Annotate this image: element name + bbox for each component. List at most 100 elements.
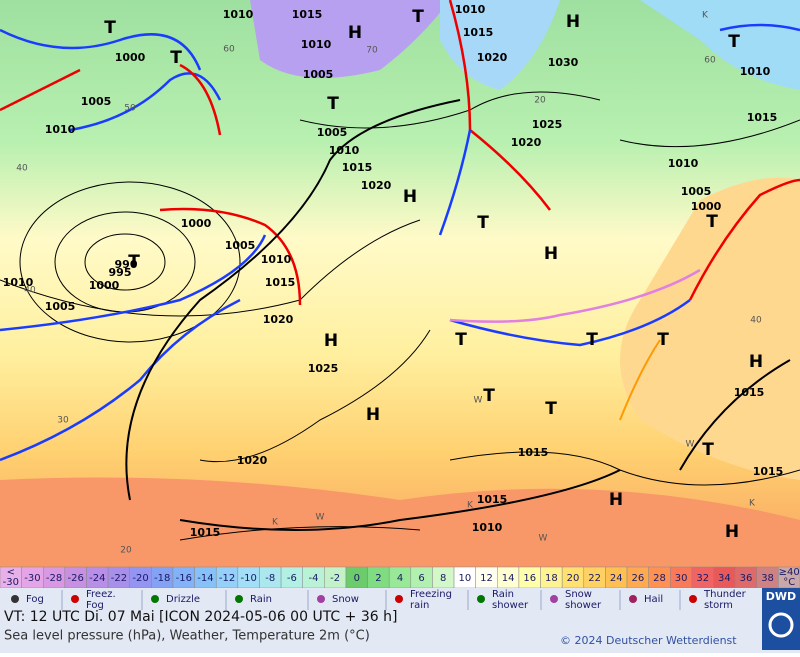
map: 1010 1015 1010 1015 1020 1030 1010 1005 1000 1005… (0, 0, 800, 567)
legend-label: 0 (354, 573, 360, 584)
isobar-label: 1010 (668, 157, 699, 170)
isobar-label: 1005 (303, 68, 334, 81)
pressure-center: T (702, 440, 714, 460)
valid-time: VT: 12 UTC Di. 07 Mai [ICON 2024-05-06 0… (4, 609, 397, 625)
isobar-label: 1010 (472, 521, 503, 534)
isobar-label: 1015 (463, 26, 494, 39)
legend-label: -22 (111, 573, 127, 584)
legend-label: 28 (653, 573, 666, 584)
legend-symbol-label: Fog (26, 594, 44, 605)
isobar-label: 1020 (263, 313, 294, 326)
pressure-center: T (728, 32, 740, 52)
legend-label: 14 (502, 573, 515, 584)
legend-label: -20 (132, 573, 148, 584)
legend-label: -4 (309, 573, 319, 584)
isobar-label: 1020 (361, 179, 392, 192)
isobar-label: 1015 (265, 276, 296, 289)
pressure-center: T (483, 386, 495, 406)
legend-label: 10 (458, 573, 471, 584)
temperature-contour-label: 20 (534, 96, 546, 106)
legend-symbol-label: shower (492, 600, 529, 611)
cold-area (640, 0, 800, 90)
legend-label: 34 (718, 573, 731, 584)
pressure-center: T (104, 18, 116, 38)
temperature-contour-label: 70 (366, 46, 378, 56)
pressure-center: H (544, 244, 558, 264)
isobar-label: 1020 (477, 51, 508, 64)
pressure-center: H (566, 12, 580, 32)
isobar-label: 1015 (477, 493, 508, 506)
pressure-center: H (403, 187, 417, 207)
pressure-center: H (324, 331, 338, 351)
isobar-label: 1015 (747, 111, 778, 124)
isobar-label: 1010 (45, 123, 76, 136)
dwd-logo (762, 588, 800, 650)
isobar-label: 1010 (261, 253, 292, 266)
map-labels: 1010 1015 1010 1015 1020 1030 1010 1005 1000 1005… (3, 3, 784, 556)
convergence-line (619, 339, 661, 421)
troughs (125, 99, 791, 531)
isobar-label: 1025 (308, 362, 339, 375)
legend-label: 18 (545, 573, 558, 584)
fronts (0, 0, 800, 462)
weather-letter: K (467, 501, 474, 511)
description: Sea level pressure (hPa), Weather, Tempe… (4, 629, 370, 644)
legend-label: 6 (418, 573, 424, 584)
legend-label: 4 (397, 573, 403, 584)
legend-symbol-label: Fog (86, 600, 104, 611)
legend-icon (11, 595, 19, 603)
legend-label: 22 (588, 573, 601, 584)
legend-symbol-label: Snow (565, 589, 592, 600)
legend-symbol-label: Rain (250, 594, 272, 605)
legend-symbol-label: Rain (492, 589, 514, 600)
pressure-center: H (348, 23, 362, 43)
isobar-label: 1000 (181, 217, 212, 230)
legend-end-label: -30 (3, 577, 19, 588)
pressure-center: T (327, 94, 339, 114)
isobar-label: 1025 (532, 118, 563, 131)
legend-label: -14 (197, 573, 213, 584)
temperature-contour-label: 60 (704, 56, 716, 66)
legend-label: 16 (523, 573, 536, 584)
weather-letter: W (316, 513, 325, 523)
legend-icon (689, 595, 697, 603)
isobar-label: 1010 (740, 65, 771, 78)
legend-icon (317, 595, 325, 603)
cold-area (250, 0, 450, 78)
isobar-label: 990 (115, 258, 138, 271)
weather-letter: W (474, 396, 483, 406)
isobar-label: 1020 (511, 136, 542, 149)
copyright: © 2024 Deutscher Wetterdienst (560, 634, 737, 647)
pressure-center: T (657, 330, 669, 350)
legend-label: 24 (610, 573, 623, 584)
legend-symbol-label: storm (704, 600, 733, 611)
legend-label: 8 (440, 573, 446, 584)
pressure-center: T (412, 7, 424, 27)
isobar-label: 1010 (3, 276, 34, 289)
weather-letter: K (272, 518, 279, 528)
legend-label: -24 (89, 573, 105, 584)
legend-symbol-label: Drizzle (166, 594, 200, 605)
legend-label: 32 (696, 573, 709, 584)
dwd-logo-text: DWD (766, 590, 796, 603)
legend-label: -16 (176, 573, 192, 584)
pressure-center: H (749, 352, 763, 372)
isobar-label: 1015 (292, 8, 323, 21)
temperature-contour-label: 50 (124, 104, 136, 114)
legend-label: 30 (675, 573, 688, 584)
isobar-label: 1010 (301, 38, 332, 51)
legend-icon (235, 595, 243, 603)
pressure-center: T (170, 48, 182, 68)
temperature-contour-label: 30 (57, 416, 69, 426)
legend-label: -12 (219, 573, 235, 584)
isobar-label: 1030 (548, 56, 579, 69)
dwd-logo-icon (768, 612, 794, 638)
isobar-label: 1010 (455, 3, 486, 16)
legend-end-label: °C (783, 577, 795, 588)
legend-label: -28 (46, 573, 62, 584)
pressure-center: T (128, 252, 140, 272)
isobar-label: 1015 (342, 161, 373, 174)
legend-label: -6 (287, 573, 297, 584)
weather-letter: W (686, 440, 695, 450)
